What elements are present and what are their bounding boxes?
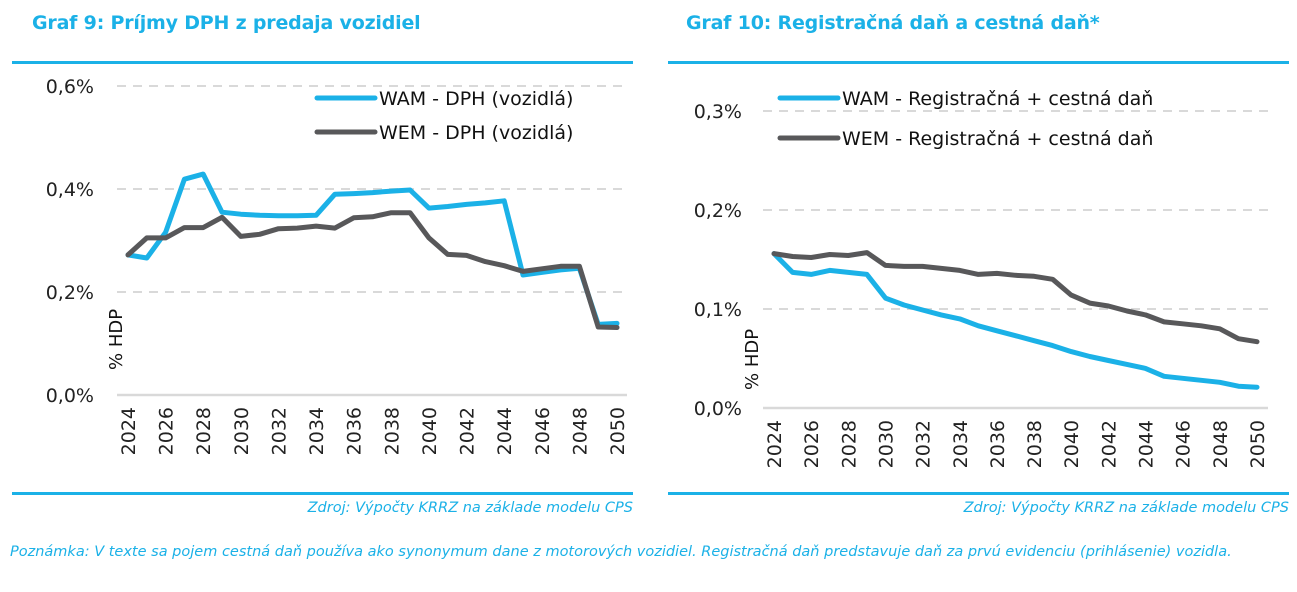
title-divider xyxy=(668,61,1289,64)
footnote: Poznámka: V texte sa pojem cestná daň po… xyxy=(10,544,1232,560)
source-note: Zdroj: Výpočty KRRZ na základe modelu CP… xyxy=(307,500,633,516)
series-line-wam xyxy=(771,251,1260,390)
x-tick-label: 2030 xyxy=(231,407,253,455)
chart-vat-svg: 0,0% 0,2% 0,4% 0,6% 2024 2026 2028 2030 2032 203… xyxy=(46,76,629,455)
x-tick-label: 2030 xyxy=(875,420,897,468)
x-tick-label: 2038 xyxy=(381,407,403,455)
gridlines xyxy=(763,110,1268,410)
x-tick-label: 2044 xyxy=(494,407,516,455)
legend-label: WEM - Registračná + cestná daň xyxy=(842,128,1153,150)
series-lines xyxy=(125,171,620,330)
y-tick-label: 0,3% xyxy=(694,101,742,123)
chart-panel-registration-road-tax: Graf 10: Registračná daň a cestná daň* 0… xyxy=(668,0,1289,530)
x-tick-label: 2050 xyxy=(607,407,629,455)
legend-label: WAM - Registračná + cestná daň xyxy=(842,88,1153,110)
series-line-wem xyxy=(125,210,620,330)
x-tick-label: 2032 xyxy=(268,407,290,455)
x-tick-label: 2040 xyxy=(1061,420,1083,468)
legend-item-wam: WAM - DPH (vozidlá) xyxy=(314,88,573,110)
x-tick-label: 2034 xyxy=(950,420,972,468)
series-line-wam xyxy=(125,171,620,327)
y-tick-label: 0,2% xyxy=(46,282,94,304)
legend-label: WAM - DPH (vozidlá) xyxy=(379,88,573,110)
series-line-wem xyxy=(771,250,1260,345)
x-tick-label: 2034 xyxy=(306,407,328,455)
x-tick-label: 2038 xyxy=(1024,420,1046,468)
chart-title: Graf 10: Registračná daň a cestná daň* xyxy=(686,12,1100,34)
x-tick-label: 2048 xyxy=(1210,420,1232,468)
legend: WAM - Registračná + cestná daň WEM - Regi… xyxy=(777,88,1153,150)
x-tick-label: 2044 xyxy=(1136,420,1158,468)
x-tick-label: 2042 xyxy=(457,407,479,455)
series-lines xyxy=(771,250,1260,390)
y-tick-label: 0,6% xyxy=(46,76,94,98)
x-axis-ticks: 2024 2026 2028 2030 2032 2034 2036 2038 2040 2042… xyxy=(764,420,1269,468)
y-axis-ticks: 0,0% 0,2% 0,4% 0,6% xyxy=(46,76,94,407)
x-tick-label: 2028 xyxy=(193,407,215,455)
x-tick-label: 2026 xyxy=(156,407,178,455)
x-tick-label: 2048 xyxy=(569,407,591,455)
x-tick-label: 2040 xyxy=(419,407,441,455)
y-tick-label: 0,0% xyxy=(694,398,742,420)
gridlines xyxy=(117,85,627,397)
legend-item-wam: WAM - Registračná + cestná daň xyxy=(777,88,1153,110)
footer-divider xyxy=(12,492,633,495)
y-tick-label: 0,4% xyxy=(46,179,94,201)
chart-panel-vat: Graf 9: Príjmy DPH z predaja vozidiel 0,… xyxy=(12,0,633,530)
y-tick-label: 0,2% xyxy=(694,200,742,222)
title-divider xyxy=(12,61,633,64)
y-axis-ticks: 0,0% 0,1% 0,2% 0,3% xyxy=(694,101,742,420)
x-tick-label: 2046 xyxy=(1173,420,1195,468)
x-tick-label: 2042 xyxy=(1098,420,1120,468)
x-tick-label: 2026 xyxy=(801,420,823,468)
y-axis-title: % HDP xyxy=(742,329,763,390)
legend-label: WEM - DPH (vozidlá) xyxy=(379,122,573,144)
legend-item-wem: WEM - Registračná + cestná daň xyxy=(777,128,1153,150)
y-tick-label: 0,1% xyxy=(694,299,742,321)
source-note: Zdroj: Výpočty KRRZ na základe modelu CP… xyxy=(963,500,1289,516)
x-tick-label: 2046 xyxy=(532,407,554,455)
x-tick-label: 2036 xyxy=(344,407,366,455)
chart-registration-tax-svg: 0,0% 0,1% 0,2% 0,3% 2024 2026 2028 2030 2032 203… xyxy=(694,88,1269,468)
x-axis-ticks: 2024 2026 2028 2030 2032 2034 2036 2038 2040 2042… xyxy=(118,407,629,455)
x-tick-label: 2036 xyxy=(987,420,1009,468)
x-tick-label: 2050 xyxy=(1247,420,1269,468)
legend: WAM - DPH (vozidlá) WEM - DPH (vozidlá) xyxy=(314,88,573,144)
footer-divider xyxy=(668,492,1289,495)
y-axis-title: % HDP xyxy=(106,309,127,370)
x-tick-label: 2028 xyxy=(838,420,860,468)
y-tick-label: 0,0% xyxy=(46,385,94,407)
chart-title: Graf 9: Príjmy DPH z predaja vozidiel xyxy=(32,12,421,34)
x-tick-label: 2032 xyxy=(913,420,935,468)
x-tick-label: 2024 xyxy=(764,420,786,468)
legend-item-wem: WEM - DPH (vozidlá) xyxy=(314,122,573,144)
x-tick-label: 2024 xyxy=(118,407,140,455)
